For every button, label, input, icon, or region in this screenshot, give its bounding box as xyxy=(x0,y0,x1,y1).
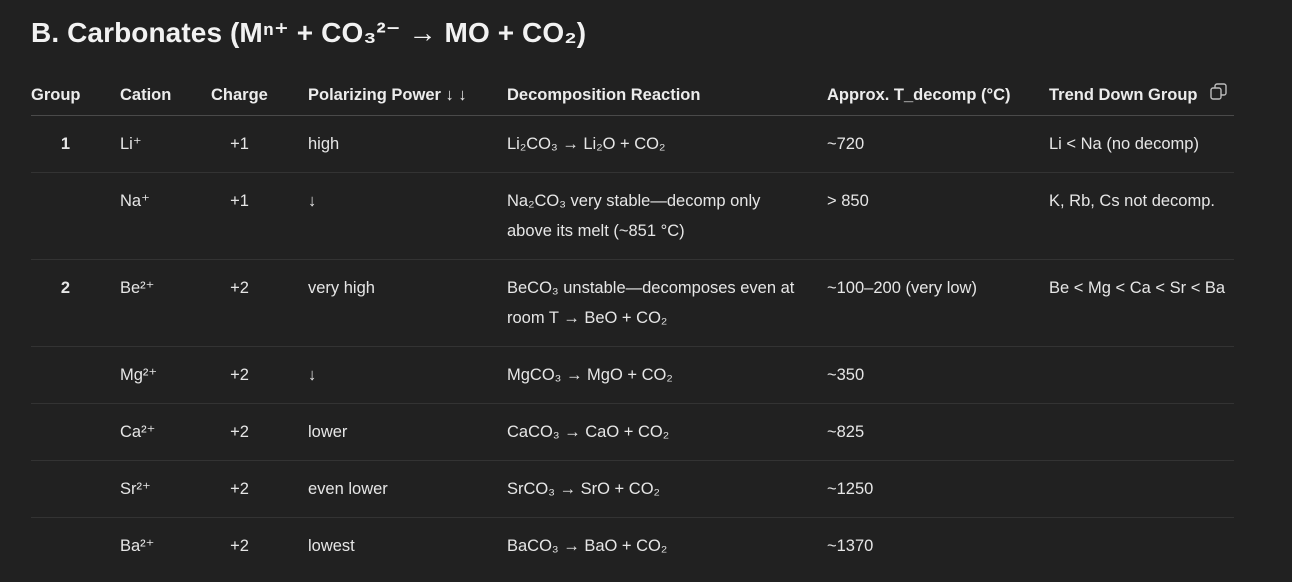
cell-group xyxy=(31,518,120,575)
cell-charge: +2 xyxy=(230,537,249,555)
cell-group xyxy=(31,172,120,260)
carbonates-table-container: Group Cation Charge Polarizing Power ↓ ↓… xyxy=(31,76,1234,574)
cell-cation: Na⁺ xyxy=(120,172,211,260)
cell-group: 2 xyxy=(31,259,120,347)
cell-polarizing-power: lower xyxy=(308,403,507,461)
header-group: Group xyxy=(31,76,120,116)
header-trend: Trend Down Group xyxy=(1049,76,1234,116)
cell-decomp-temperature: ~1250 xyxy=(827,460,1049,518)
cell-cation: Sr²⁺ xyxy=(120,460,211,518)
cell-cation: Li⁺ xyxy=(120,115,211,173)
cell-reaction: Na₂CO₃ very stable—decomp only above its… xyxy=(507,172,827,260)
header-decomposition-reaction: Decomposition Reaction xyxy=(507,76,827,116)
cell-trend: Be < Mg < Ca < Sr < Ba xyxy=(1049,259,1234,347)
cell-cation: Ba²⁺ xyxy=(120,537,155,555)
cell-charge: +2 xyxy=(211,460,308,518)
cell-cation: Mg²⁺ xyxy=(120,346,211,404)
cell-group xyxy=(31,403,120,461)
cell-decomp-temperature: ~350 xyxy=(827,346,1049,404)
header-polarizing-power: Polarizing Power ↓ ↓ xyxy=(308,76,507,116)
cell-polarizing-power: high xyxy=(308,115,507,173)
cell-reaction: MgCO₃ → MgO + CO₂ xyxy=(507,346,827,404)
cell-trend xyxy=(1049,346,1234,404)
cell-trend xyxy=(1049,403,1234,461)
table-header-row: Group Cation Charge Polarizing Power ↓ ↓… xyxy=(31,76,1234,116)
cell-polarizing-power: ↓ xyxy=(308,172,507,260)
header-trend-label: Trend Down Group xyxy=(1049,85,1198,104)
cell-group xyxy=(31,346,120,404)
cell-polarizing-power: lowest xyxy=(308,537,355,555)
table-row: 2 Be²⁺ +2 very high BeCO₃ unstable—decom… xyxy=(31,259,1234,347)
section-heading: B. Carbonates (Mⁿ⁺ + CO₃²⁻ → MO + CO₂) xyxy=(31,17,587,48)
table-row: Mg²⁺ +2 ↓ MgCO₃ → MgO + CO₂ ~350 xyxy=(31,346,1234,404)
header-decomp-temperature: Approx. T_decomp (°C) xyxy=(827,76,1049,116)
cell-charge: +1 xyxy=(211,115,308,173)
cell-reaction: BaCO₃ → BaO + CO₂ xyxy=(507,537,668,555)
cell-cation: Ca²⁺ xyxy=(120,403,211,461)
copy-icon[interactable] xyxy=(1210,83,1227,105)
table-row: Ca²⁺ +2 lower CaCO₃ → CaO + CO₂ ~825 xyxy=(31,403,1234,461)
cell-charge: +1 xyxy=(211,172,308,260)
cell-charge: +2 xyxy=(211,259,308,347)
cell-polarizing-power: even lower xyxy=(308,460,507,518)
header-charge: Charge xyxy=(211,76,308,116)
table-row: Sr²⁺ +2 even lower SrCO₃ → SrO + CO₂ ~12… xyxy=(31,460,1234,518)
cell-group: 1 xyxy=(31,115,120,173)
cell-polarizing-power: ↓ xyxy=(308,346,507,404)
cell-charge: +2 xyxy=(211,346,308,404)
cell-trend: K, Rb, Cs not decomp. xyxy=(1049,172,1234,260)
carbonates-table: Group Cation Charge Polarizing Power ↓ ↓… xyxy=(31,76,1234,574)
table-row: Ba²⁺ +2 lowest BaCO₃ → BaO + CO₂ ~1370 xyxy=(31,518,1234,575)
header-cation: Cation xyxy=(120,76,211,116)
cell-polarizing-power: very high xyxy=(308,259,507,347)
cell-reaction: SrCO₃ → SrO + CO₂ xyxy=(507,460,827,518)
cell-reaction: BeCO₃ unstable—decomposes even at room T… xyxy=(507,259,827,347)
cell-cation: Be²⁺ xyxy=(120,259,211,347)
cell-decomp-temperature: ~100–200 (very low) xyxy=(827,259,1049,347)
table-row: 1 Li⁺ +1 high Li₂CO₃ → Li₂O + CO₂ ~720 L… xyxy=(31,115,1234,173)
cell-decomp-temperature: ~720 xyxy=(827,115,1049,173)
cell-trend: Li < Na (no decomp) xyxy=(1049,115,1234,173)
cell-reaction: Li₂CO₃ → Li₂O + CO₂ xyxy=(507,115,827,173)
cell-charge: +2 xyxy=(211,403,308,461)
cell-decomp-temperature: ~825 xyxy=(827,403,1049,461)
cell-trend xyxy=(1049,518,1234,575)
cell-trend xyxy=(1049,460,1234,518)
table-row: Na⁺ +1 ↓ Na₂CO₃ very stable—decomp only … xyxy=(31,172,1234,260)
cell-reaction: CaCO₃ → CaO + CO₂ xyxy=(507,403,827,461)
cell-decomp-temperature: > 850 xyxy=(827,172,1049,260)
cell-decomp-temperature: ~1370 xyxy=(827,537,874,555)
cell-group xyxy=(31,460,120,518)
